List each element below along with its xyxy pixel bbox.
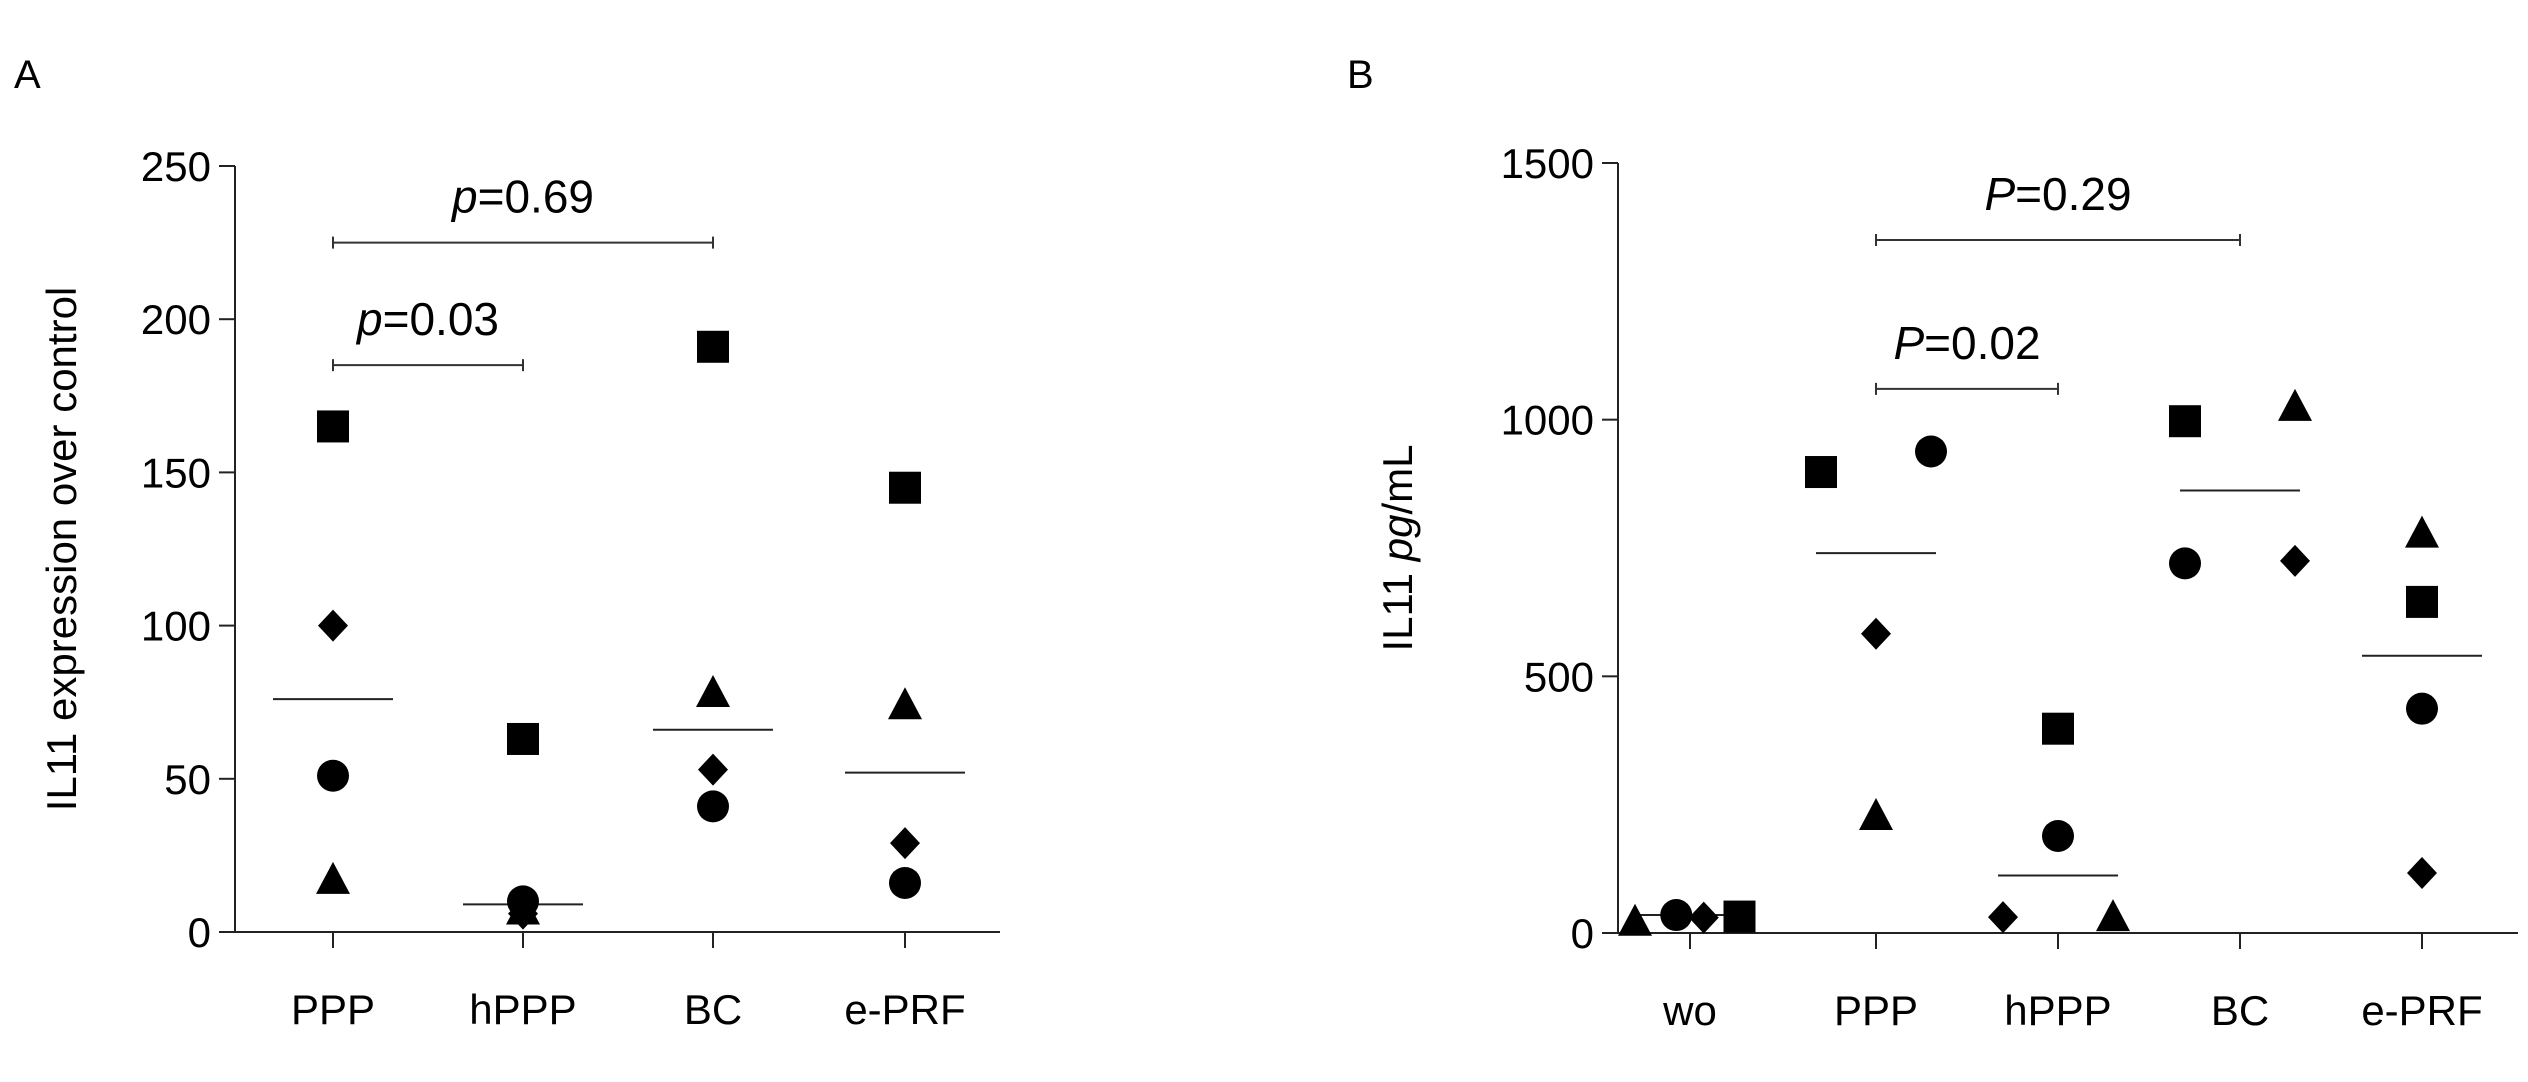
x-tick-label: BC	[684, 986, 742, 1033]
point-square	[2406, 585, 2438, 618]
y-tick-label: 150	[141, 449, 211, 496]
point-triangle	[2096, 899, 2130, 932]
p-value-part: =0.69	[478, 171, 594, 223]
y-axis-title-part: /mL	[1374, 444, 1421, 514]
point-diamond	[2280, 544, 2310, 577]
y-tick-label: 250	[141, 143, 211, 190]
x-tick-label: wo	[1662, 987, 1717, 1034]
point-square	[1805, 456, 1837, 489]
chart-panel-B: B 0 500 1000 1500 wo PPP hPPP BC e-PRF IL11 pg/mL P…	[1347, 53, 2518, 1034]
point-diamond	[698, 753, 728, 786]
x-tick-label: e-PRF	[2361, 987, 2482, 1034]
chart-panel-A: A 0 50 100 150 200 250 PPP hPPP BC e-PRF IL11 expre…	[14, 53, 1000, 1033]
panel-label: B	[1347, 53, 1374, 97]
y-axis-title: IL11 pg/mL	[1374, 444, 1421, 651]
point-circle	[317, 759, 349, 792]
point-triangle	[2278, 388, 2312, 421]
point-diamond	[1988, 901, 2018, 934]
point-triangle	[696, 675, 730, 708]
y-tick-label: 0	[1571, 910, 1594, 957]
y-axis-title-part: IL11	[1374, 561, 1421, 651]
point-square	[1723, 900, 1756, 933]
p-value-part: =0.02	[1924, 317, 2040, 369]
point-diamond	[1861, 617, 1891, 650]
x-tick-label: hPPP	[2004, 987, 2111, 1034]
y-tick-label: 100	[141, 603, 211, 650]
point-circle	[697, 790, 729, 823]
p-value-label: P=0.02	[1893, 317, 2040, 369]
p-value-part: =0.29	[2015, 168, 2131, 220]
point-triangle	[316, 861, 350, 894]
point-diamond	[890, 827, 920, 860]
point-circle	[1915, 435, 1947, 468]
x-tick-label: hPPP	[469, 986, 576, 1033]
y-tick-label: 500	[1524, 653, 1594, 700]
x-tick-label: PPP	[1834, 987, 1918, 1034]
point-triangle	[506, 892, 540, 925]
point-triangle	[2405, 515, 2439, 548]
point-triangle	[1859, 797, 1893, 830]
p-value-part: P	[1984, 168, 2015, 220]
point-square	[507, 722, 539, 755]
point-square	[2042, 712, 2074, 745]
point-circle	[2406, 692, 2438, 725]
point-circle	[2169, 547, 2201, 580]
point-square	[317, 410, 349, 443]
p-value-label: p=0.69	[450, 171, 594, 223]
point-square	[697, 330, 729, 363]
x-tick-label: BC	[2211, 987, 2269, 1034]
point-diamond	[318, 609, 348, 642]
point-circle	[1660, 899, 1693, 932]
y-axis-title: IL11 expression over control	[38, 287, 85, 812]
y-axis-title-part: pg	[1374, 515, 1421, 564]
p-value-part: p	[450, 171, 478, 223]
point-diamond	[2407, 856, 2437, 889]
point-square	[889, 471, 921, 504]
point-triangle	[1618, 903, 1652, 936]
y-tick-label: 0	[188, 909, 211, 956]
p-value-part: p	[355, 293, 383, 345]
p-value-part: =0.03	[383, 293, 499, 345]
p-value-part: P	[1893, 317, 1924, 369]
y-tick-label: 50	[164, 756, 211, 803]
x-tick-label: PPP	[291, 986, 375, 1033]
point-circle	[2042, 819, 2074, 852]
y-tick-label: 1500	[1501, 140, 1594, 187]
point-circle	[889, 866, 921, 899]
point-triangle	[888, 687, 922, 720]
panel-label: A	[14, 53, 41, 97]
point-diamond	[1688, 901, 1719, 934]
x-tick-label: e-PRF	[844, 986, 965, 1033]
p-value-label: p=0.03	[355, 293, 499, 345]
p-value-label: P=0.29	[1984, 168, 2131, 220]
point-square	[2169, 405, 2201, 438]
y-tick-label: 1000	[1501, 397, 1594, 444]
y-tick-label: 200	[141, 296, 211, 343]
